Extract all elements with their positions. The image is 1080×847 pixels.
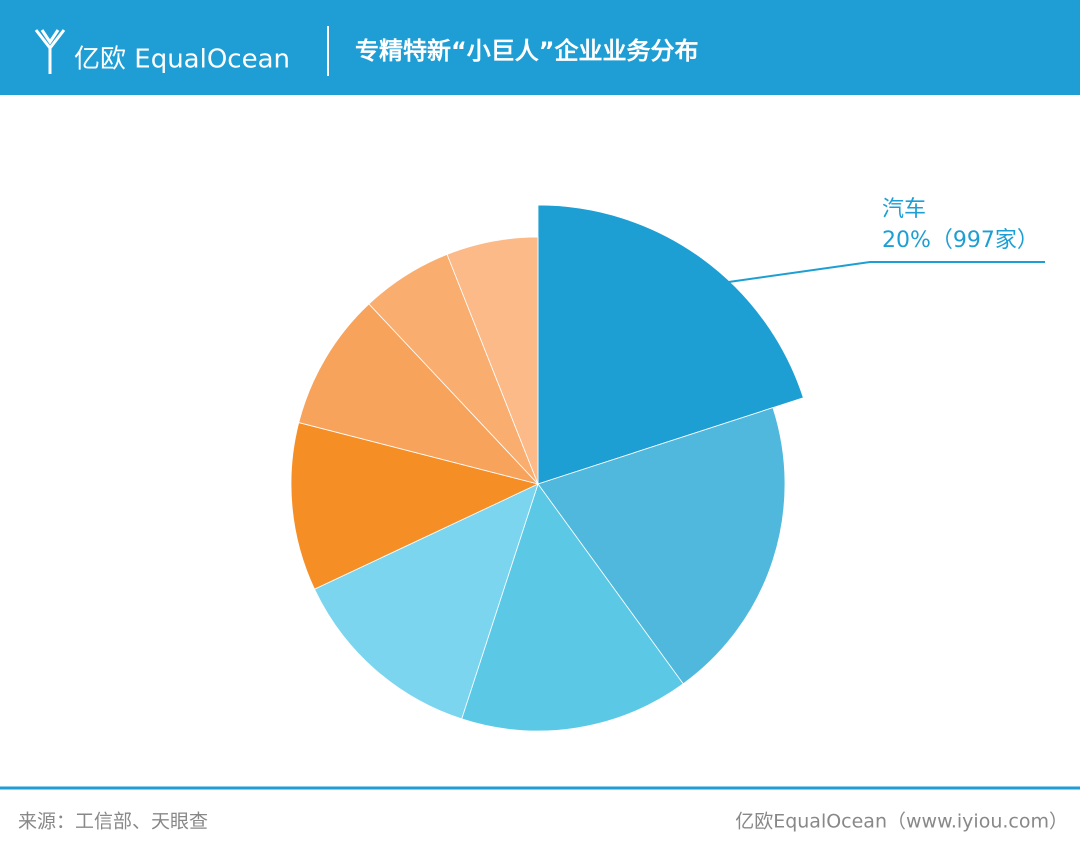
slice-label: 汽车 xyxy=(882,197,926,222)
chart-title: 专精特新“小巨人”企业业务分布 xyxy=(355,37,699,65)
pie-slice xyxy=(313,483,539,720)
source-note: 来源：工信部、天眼查 xyxy=(18,811,208,833)
pie-slice xyxy=(461,483,684,732)
pie-slice xyxy=(446,236,539,485)
leader-line xyxy=(724,261,1045,284)
pie-slice xyxy=(298,303,540,485)
credit-note: 亿欧EqualOcean（www.iyiou.com） xyxy=(735,811,1068,833)
logo-text: 亿欧 EqualOcean xyxy=(74,45,290,75)
pie-slice xyxy=(537,407,786,685)
logo-mark xyxy=(34,29,66,74)
pie-slice xyxy=(537,204,804,485)
value-label: 20%（997家） xyxy=(882,228,1039,253)
header-bar xyxy=(0,0,1080,95)
pie-slice xyxy=(290,422,540,590)
pie: 汽车 20%（997家） xyxy=(290,197,1045,732)
